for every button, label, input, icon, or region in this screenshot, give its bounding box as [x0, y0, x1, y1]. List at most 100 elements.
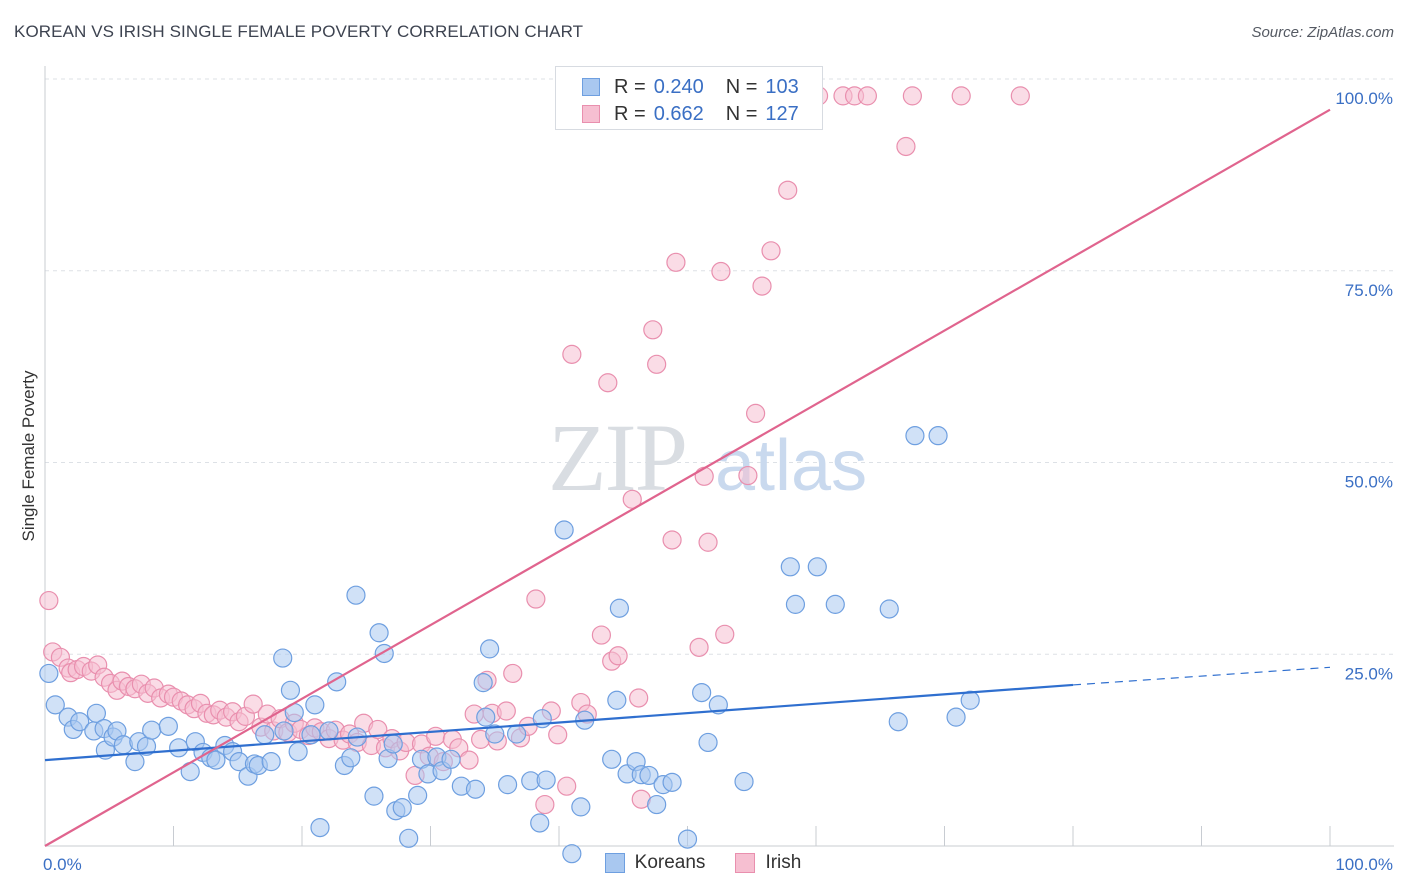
irish-point [666, 252, 686, 272]
korean-point [639, 765, 659, 786]
korean-point [734, 771, 754, 792]
korean-point [113, 735, 133, 755]
korean-trend-extension [1072, 666, 1331, 686]
y-tick-label: 50.0% [1345, 473, 1393, 492]
irish-point [526, 589, 546, 609]
irish-trend-line [44, 108, 1331, 847]
irish-point [951, 86, 971, 106]
korean-point [506, 724, 527, 744]
y-tick-label: 100.0% [1335, 89, 1393, 108]
korean-point [158, 716, 178, 736]
korean-point [562, 844, 582, 864]
irish-point [689, 637, 709, 657]
irish-point [496, 701, 516, 721]
irish-point [598, 373, 618, 393]
watermark-atlas: atlas [715, 426, 867, 506]
korean-legend-swatch [604, 853, 625, 873]
legend-item-koreans[interactable]: Koreans [604, 852, 706, 874]
legend-row-irish: R = 0.662 N = 127 [582, 103, 799, 125]
korean-point [465, 779, 486, 799]
irish-point [643, 320, 663, 340]
korean-point [310, 817, 330, 838]
korean-point [647, 794, 667, 815]
korean-point [692, 682, 712, 703]
korean-point [960, 690, 980, 710]
irish-point [548, 725, 568, 745]
irish-points [39, 86, 1030, 815]
irish-point [694, 466, 714, 486]
korean-point [261, 752, 281, 772]
korean-point [708, 695, 728, 715]
korean-point [609, 598, 629, 618]
korean-point [383, 734, 403, 754]
korean-point [473, 673, 493, 693]
r-label: R = [614, 75, 646, 98]
chart-title: KOREAN VS IRISH SINGLE FEMALE POVERTY CO… [14, 22, 584, 41]
irish-point [715, 624, 735, 644]
grid-layer [45, 78, 1394, 655]
irish-point [39, 590, 59, 611]
irish-point [557, 776, 577, 796]
y-tick-label: 25.0% [1345, 664, 1393, 683]
korean-point [571, 797, 591, 817]
trend-lines [44, 108, 1331, 847]
korean-point [825, 594, 845, 614]
korean-point [607, 690, 627, 710]
korean-point [807, 557, 827, 577]
korean-point [142, 720, 162, 740]
legend-item-irish[interactable]: Irish [735, 852, 801, 874]
irish-point [746, 403, 766, 424]
r-value: 0.662 [653, 102, 704, 125]
n-label: N = [725, 102, 758, 125]
r-label: R = [614, 102, 646, 125]
korean-point [785, 594, 806, 614]
korean-point [206, 750, 226, 770]
korean-point [341, 748, 361, 768]
watermark-zip: ZIP [548, 404, 686, 511]
irish-point [711, 261, 731, 282]
irish-point [752, 276, 772, 296]
korean-point [698, 732, 718, 753]
korean-point [169, 738, 189, 758]
stats-legend: R = 0.240 N = 103 R = 0.662 N = 127 [555, 66, 823, 130]
korean-point [946, 707, 966, 727]
korean-point [780, 557, 800, 577]
korean-point [399, 828, 419, 848]
irish-point [662, 530, 682, 550]
legend-label-koreans: Koreans [634, 852, 706, 873]
korean-point [70, 712, 90, 732]
korean-point [274, 721, 294, 741]
korean-point [86, 703, 107, 723]
r-value: 0.240 [653, 75, 704, 98]
irish-point [243, 694, 263, 714]
irish-point [629, 688, 649, 708]
watermark: ZIP atlas [548, 404, 867, 511]
legend-label-irish: Irish [765, 852, 802, 873]
korean-point [319, 721, 339, 741]
korean-point [408, 785, 428, 805]
korean-point [255, 725, 275, 745]
n-value: 127 [765, 102, 799, 125]
irish-point [738, 465, 758, 486]
irish-point [896, 136, 916, 157]
irish-legend-swatch [735, 853, 756, 873]
korean-point [536, 770, 556, 790]
korean-point [554, 520, 574, 540]
irish-point [1010, 86, 1030, 106]
irish-point [535, 794, 555, 815]
korean-point [273, 648, 293, 668]
korean-point [530, 813, 550, 833]
korean-point [305, 695, 325, 715]
korean-point [662, 772, 682, 792]
korean-point [125, 752, 145, 772]
x-tick-label: 100.0% [1335, 855, 1393, 874]
irish-swatch [582, 105, 600, 123]
irish-point [647, 354, 667, 374]
irish-point [368, 719, 388, 740]
korean-point [280, 680, 301, 700]
korean-point [476, 707, 496, 727]
korean-point [392, 798, 412, 818]
korean-point [364, 786, 384, 806]
irish-point [778, 180, 798, 200]
